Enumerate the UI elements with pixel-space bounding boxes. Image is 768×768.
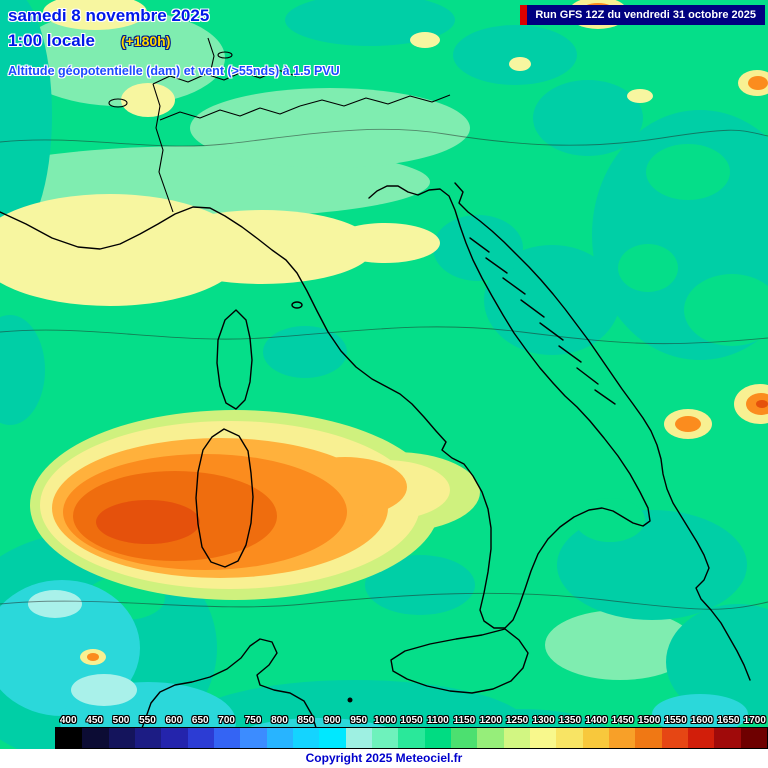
scale-cell <box>477 728 504 748</box>
scale-label: 750 <box>244 715 262 726</box>
scale-label: 650 <box>191 715 209 726</box>
scale-label: 850 <box>297 715 315 726</box>
scale-label: 1650 <box>717 715 740 726</box>
scale-label: 950 <box>350 715 368 726</box>
coastline-corsica <box>216 309 253 410</box>
scale-cell <box>608 728 636 748</box>
scale-cell <box>213 728 241 748</box>
run-info-text: Run GFS 12Z du vendredi 31 octobre 2025 <box>535 9 756 21</box>
scale-cell <box>398 728 425 748</box>
coastline-balkans <box>454 182 751 681</box>
scale-label: 1550 <box>664 715 687 726</box>
scale-cell <box>161 728 188 748</box>
run-info-box: Run GFS 12Z du vendredi 31 octobre 2025 <box>520 5 765 25</box>
title-block: samedi 8 novembre 2025 1:00 locale (+180h… <box>8 6 340 78</box>
scale-cell <box>108 728 135 748</box>
scale-cell <box>56 728 83 748</box>
scale-label: 1250 <box>505 715 529 726</box>
contour-fill-yellow-band <box>0 0 653 306</box>
coastline-sardinia <box>195 428 254 568</box>
scale-label: 1350 <box>558 715 582 726</box>
scale-cell <box>266 728 293 748</box>
scale-cell <box>345 728 372 748</box>
coastlines <box>0 182 751 768</box>
geopotential-contour-lines <box>0 128 768 610</box>
island-pantelleria <box>347 697 353 703</box>
forecast-local-time: 1:00 locale <box>8 31 95 50</box>
lake-constance <box>217 51 233 59</box>
scale-cell <box>187 728 214 748</box>
scale-label: 400 <box>59 715 77 726</box>
scale-cell <box>714 728 741 748</box>
coastline-tunisia <box>129 638 334 768</box>
scale-label: 500 <box>112 715 130 726</box>
scale-label: 1200 <box>479 715 502 726</box>
forecast-time-line: 1:00 locale (+180h) <box>8 31 340 51</box>
forecast-date: samedi 8 novembre 2025 <box>8 6 210 25</box>
scale-label: 1050 <box>400 715 423 726</box>
scale-label: 1450 <box>611 715 634 726</box>
scale-labels: 400 450 500 550 600 650 700 750 800 850 900 950 1000… <box>55 714 768 727</box>
contour-fill-green-mottle <box>85 144 768 620</box>
forecast-offset: (+180h) <box>120 33 171 49</box>
scale-label: 1000 <box>373 715 397 726</box>
scale-label: 450 <box>86 715 103 726</box>
coastline-elba <box>291 301 303 309</box>
scale-label: 1600 <box>690 715 714 726</box>
lake-geneva <box>108 98 128 108</box>
copyright-text: Copyright 2025 Meteociel.fr <box>305 751 463 765</box>
scale-label: 800 <box>271 715 288 726</box>
scale-label: 600 <box>165 715 183 726</box>
coastline-italy <box>0 185 651 629</box>
scale-cell <box>424 728 451 748</box>
scale-cell <box>687 728 715 748</box>
scale-label: 550 <box>139 715 156 726</box>
scale-cell <box>82 728 109 748</box>
scale-label: 700 <box>218 715 235 726</box>
scale-cell <box>503 728 530 748</box>
coastline-croatian-islands <box>469 237 616 405</box>
scale-cell <box>450 728 478 748</box>
scale-cell <box>661 728 688 748</box>
country-borders <box>108 37 451 213</box>
map-subtitle: Altitude géopotentielle (dam) et vent (>… <box>8 64 340 78</box>
scale-cell <box>292 728 320 748</box>
scale-cell <box>371 728 399 748</box>
scale-label: 1700 <box>743 715 766 726</box>
scale-label: 1300 <box>532 715 555 726</box>
coastline-sicily <box>390 628 529 694</box>
contour-fill-orange-low <box>30 410 480 600</box>
scale-cells <box>55 727 768 749</box>
scale-cell <box>319 728 346 748</box>
scale-cell <box>240 728 267 748</box>
scale-cell <box>582 728 609 748</box>
scale-cell <box>134 728 162 748</box>
scale-label: 1500 <box>638 715 661 726</box>
scale-label: 1100 <box>427 715 449 726</box>
scale-label: 900 <box>323 715 341 726</box>
copyright-bar: Copyright 2025 Meteociel.fr <box>0 749 768 768</box>
scale-cell <box>635 728 662 748</box>
scale-cell <box>740 728 767 748</box>
scale-cell <box>529 728 557 748</box>
scale-label: 1150 <box>453 715 476 726</box>
scale-cell <box>556 728 583 748</box>
color-scale: 400 450 500 550 600 650 700 750 800 850 900 950 1000… <box>0 714 768 749</box>
scale-label: 1400 <box>585 715 608 726</box>
